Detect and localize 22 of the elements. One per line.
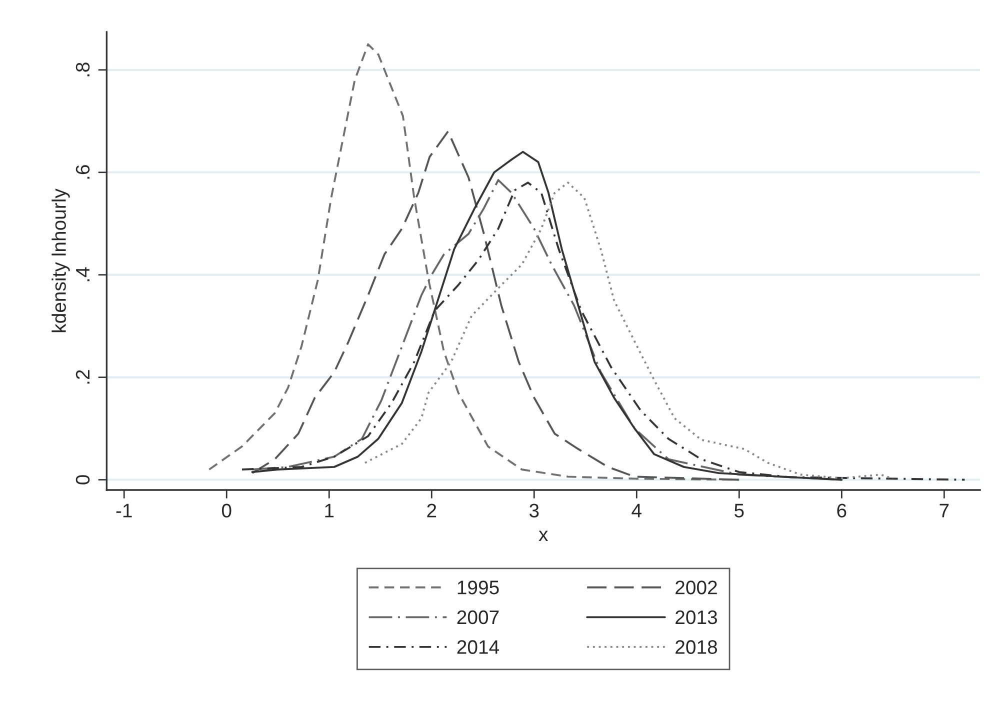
legend-label: 2018 (676, 640, 718, 654)
y-tick-label: .4 (76, 267, 90, 282)
x-axis-title: x (538, 530, 548, 541)
x-tick-label: 7 (940, 504, 949, 518)
x-tick-label: 6 (837, 504, 846, 518)
legend-label: 2002 (676, 580, 717, 594)
y-axis-title: kdensity lnhourly (52, 188, 70, 332)
legend-label: 2014 (457, 640, 500, 654)
x-tick-label: 0 (222, 504, 232, 518)
y-tick-label: .6 (76, 165, 90, 179)
x-tick-label: 1 (325, 504, 334, 518)
legend-label: 2013 (676, 610, 718, 624)
y-tick-label: .2 (76, 370, 90, 384)
y-tick-label: .8 (76, 62, 90, 76)
x-tick-label: 2 (427, 504, 436, 518)
x-tick-label: 5 (734, 504, 744, 518)
y-tick-label: 0 (76, 475, 90, 484)
x-tick-label: -1 (116, 504, 132, 518)
x-tick-label: 4 (632, 504, 642, 518)
legend-label: 2007 (457, 610, 499, 624)
legend-label: 1995 (458, 580, 499, 594)
x-tick-label: 3 (529, 504, 539, 518)
